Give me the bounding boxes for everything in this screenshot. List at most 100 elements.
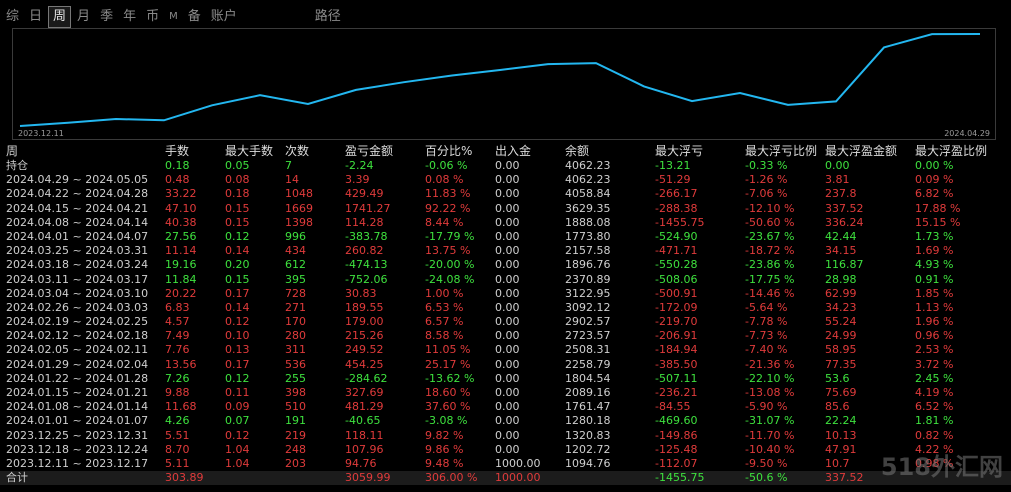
cell-col-0: 2023.12.11 ~ 2023.12.17 (6, 456, 149, 470)
cell-col-11: 15.15 % (915, 215, 961, 229)
cell-col-3: 728 (285, 286, 306, 300)
cell-col-9: -12.10 % (745, 201, 795, 215)
cell-col-5: 百分比% (425, 144, 473, 158)
cell-col-0: 2024.04.22 ~ 2024.04.28 (6, 187, 149, 201)
cell-col-1: 手数 (165, 144, 190, 158)
tab-3[interactable]: 月 (77, 9, 91, 24)
cell-col-8: -219.70 (655, 315, 698, 329)
chart-start-label: 2023.12.11 (18, 129, 64, 138)
cell-col-0: 2024.01.22 ~ 2024.01.28 (6, 371, 149, 385)
cell-col-8: -125.48 (655, 442, 698, 456)
cell-col-2: 0.14 (225, 244, 250, 258)
cell-col-9: -17.75 % (745, 272, 795, 286)
tab-9[interactable]: 账户 (210, 9, 237, 24)
cell-col-1: 7.26 (165, 371, 190, 385)
cell-col-1: 0.48 (165, 173, 190, 187)
table-row: 2024.01.29 ~ 2024.02.04 13.56 0.17 536 454.2… (0, 358, 1011, 372)
cell-col-11: 17.88 % (915, 201, 961, 215)
cell-col-6: 0.00 (495, 272, 520, 286)
cell-col-11: 0.91 % (915, 272, 954, 286)
cell-col-7: 2089.16 (565, 386, 611, 399)
cell-col-11: 4.19 % (915, 386, 954, 399)
cell-col-1: 0.18 (165, 159, 190, 172)
cell-col-7: 1773.80 (565, 229, 611, 243)
path-tab[interactable]: 路径 (314, 9, 341, 24)
chart-end-label: 2024.04.29 (944, 129, 990, 138)
cell-col-10: 22.24 (825, 414, 857, 428)
cell-col-2: 0.12 (225, 315, 250, 329)
cell-col-9: -1.26 % (745, 173, 788, 187)
cell-col-4: -2.24 (345, 159, 374, 172)
cell-col-8: -236.21 (655, 386, 698, 399)
cell-col-6: 0.00 (495, 442, 520, 456)
cell-col-2: 0.11 (225, 386, 250, 399)
cell-col-10: 62.99 (825, 286, 857, 300)
cell-col-8: -84.55 (655, 400, 691, 414)
cell-col-8: -149.86 (655, 428, 698, 442)
cell-col-4: 454.25 (345, 357, 384, 371)
table-row: 2024.01.01 ~ 2024.01.07 4.26 0.07 191 -40.65… (0, 414, 1011, 428)
cell-col-9: -21.36 % (745, 357, 795, 371)
cell-col-8: -172.09 (655, 300, 698, 314)
cell-col-7: 2902.57 (565, 315, 611, 329)
cell-col-5: 13.75 % (425, 244, 471, 258)
table-row: 2024.01.08 ~ 2024.01.14 11.68 0.09 510 481.2… (0, 400, 1011, 414)
tab-1[interactable]: 日 (29, 9, 43, 24)
cell-col-2: 0.15 (225, 215, 250, 229)
cell-col-3: 536 (285, 357, 306, 371)
cell-col-7: 1804.54 (565, 371, 611, 385)
cell-col-11: 4.93 % (915, 258, 954, 272)
table-row: 2024.04.22 ~ 2024.04.28 33.22 0.18 1048 429.… (0, 187, 1011, 201)
cell-col-10: 0.00 (825, 159, 850, 172)
cell-col-6: 0.00 (495, 187, 520, 201)
table-row: 2023.12.25 ~ 2023.12.31 5.51 0.12 219 118.11… (0, 429, 1011, 443)
cell-col-9: -14.46 % (745, 286, 795, 300)
cell-col-10: 116.87 (825, 258, 864, 272)
period-tabs: 综日周月季年币 M 备账户 路径 (0, 6, 1011, 28)
cell-col-3: 1398 (285, 215, 313, 229)
table-row: 2024.04.15 ~ 2024.04.21 47.10 0.15 1669 1741… (0, 202, 1011, 216)
top-strip (0, 0, 1011, 6)
cell-col-7: 2258.79 (565, 357, 611, 371)
cell-col-1: 19.16 (165, 258, 197, 272)
cell-col-2: 0.13 (225, 343, 250, 357)
cell-col-8: -385.50 (655, 357, 698, 371)
cell-col-0: 2024.01.29 ~ 2024.02.04 (6, 357, 149, 371)
cell-col-6: 0.00 (495, 258, 520, 272)
cell-col-0: 2024.03.25 ~ 2024.03.31 (6, 244, 149, 258)
cell-col-3: 255 (285, 371, 306, 385)
tab-8[interactable]: 备 (187, 9, 201, 24)
cell-col-4: 114.28 (345, 215, 384, 229)
cell-col-2: 0.17 (225, 357, 250, 371)
cell-col-6: 0.00 (495, 201, 520, 215)
tab-2[interactable]: 周 (48, 6, 72, 28)
weekly-report-table: 周 手数 最大手数 次数 盈亏金额 百分比% 出入金 余额 最大浮亏 最大浮亏比例 最大浮盈金额 最大… (0, 143, 1011, 486)
cell-col-11: 3.72 % (915, 357, 954, 371)
cell-col-4: 429.49 (345, 187, 384, 201)
tab-7[interactable]: M (169, 11, 178, 22)
cell-col-10: 58.95 (825, 343, 857, 357)
cell-col-5: 306.00 % (425, 471, 478, 485)
cell-col-5: 1.00 % (425, 286, 464, 300)
cell-col-4: 盈亏金额 (345, 144, 394, 158)
tab-5[interactable]: 年 (123, 9, 137, 24)
cell-col-2: 0.18 (225, 187, 250, 201)
cell-col-4: 189.55 (345, 300, 384, 314)
cell-col-11: 1.73 % (915, 229, 954, 243)
tab-6[interactable]: 币 (146, 9, 160, 24)
cell-col-10: 77.35 (825, 357, 857, 371)
cell-col-0: 2024.04.15 ~ 2024.04.21 (6, 201, 149, 215)
cell-col-11: 1.81 % (915, 414, 954, 428)
cell-col-5: 9.86 % (425, 442, 464, 456)
cell-col-6: 0.00 (495, 215, 520, 229)
cell-col-7: 1202.72 (565, 442, 611, 456)
cell-col-6: 0.00 (495, 400, 520, 414)
cell-col-5: -24.08 % (425, 272, 475, 286)
cell-col-11: 最大浮盈比例 (915, 144, 988, 158)
cell-col-2: 0.12 (225, 371, 250, 385)
tab-4[interactable]: 季 (100, 9, 114, 24)
balance-chart: 2023.12.11 2024.04.29 (12, 28, 996, 140)
tab-0[interactable]: 综 (6, 9, 20, 24)
cell-col-8: -1455.75 (655, 471, 705, 485)
cell-col-3: 219 (285, 428, 306, 442)
